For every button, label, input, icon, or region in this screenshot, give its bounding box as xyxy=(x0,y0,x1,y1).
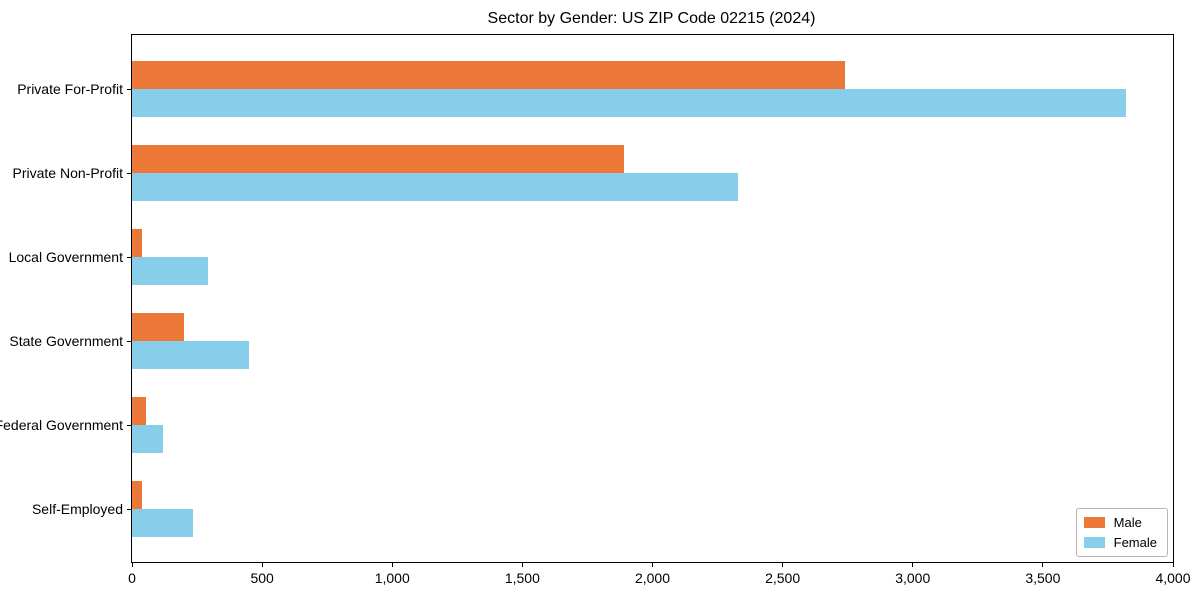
x-tick-label: 1,000 xyxy=(374,570,410,586)
x-tick-label: 3,000 xyxy=(895,570,931,586)
legend-item-male: Male xyxy=(1083,515,1157,530)
y-axis-tick xyxy=(127,88,132,90)
x-tick-label: 2,000 xyxy=(634,570,671,586)
bar-male-private-for-profit xyxy=(132,61,846,89)
x-axis-tick xyxy=(391,563,393,567)
y-tick-label: Local Government xyxy=(8,249,123,265)
legend-items: Male Female xyxy=(1083,515,1157,550)
x-axis-tick xyxy=(1172,563,1174,567)
x-axis-tick xyxy=(521,563,523,567)
y-tick-label: Federal Government xyxy=(0,417,123,433)
y-axis-tick xyxy=(127,508,132,510)
y-axis-tick xyxy=(127,340,132,342)
bar-male-self-employed xyxy=(132,481,143,509)
y-axis-tick xyxy=(127,256,132,258)
x-axis-tick xyxy=(912,563,914,567)
legend-swatch-female xyxy=(1083,537,1105,548)
x-axis-tick xyxy=(261,563,263,567)
y-axis-tick xyxy=(127,172,132,174)
y-tick-label: Private For-Profit xyxy=(17,81,123,97)
y-tick-label: State Government xyxy=(9,333,123,349)
bar-female-local-government xyxy=(132,257,208,285)
legend: Male Female xyxy=(1075,508,1168,557)
x-tick-label: 500 xyxy=(250,570,274,586)
legend-label: Female xyxy=(1113,535,1157,550)
bar-female-private-for-profit xyxy=(132,89,1127,117)
x-tick-label: 3,500 xyxy=(1025,570,1061,586)
bar-female-state-government xyxy=(132,341,250,369)
x-axis-tick xyxy=(782,563,784,567)
legend-item-female: Female xyxy=(1083,535,1157,550)
x-axis-tick xyxy=(652,563,653,567)
bar-male-private-non-profit xyxy=(132,145,624,173)
bar-female-self-employed xyxy=(132,509,194,537)
y-tick-label: Self-Employed xyxy=(31,501,123,517)
x-tick-label: 4,000 xyxy=(1155,570,1191,586)
chart-title: Sector by Gender: US ZIP Code 02215 (202… xyxy=(487,10,816,27)
x-tick-label: 0 xyxy=(128,570,136,586)
x-tick-label: 1,500 xyxy=(504,570,540,586)
x-axis-tick xyxy=(131,563,133,567)
bar-male-local-government xyxy=(132,229,143,257)
y-tick-label: Private Non-Profit xyxy=(12,165,123,181)
bar-male-state-government xyxy=(132,313,184,341)
legend-swatch-male xyxy=(1083,517,1105,528)
bar-female-federal-government xyxy=(132,425,164,453)
legend-label: Male xyxy=(1113,515,1142,530)
plot-area: Male Female Private For-Profit Private Non… xyxy=(0,34,1191,586)
x-tick-label: 2,500 xyxy=(765,570,801,586)
bar-male-federal-government xyxy=(132,397,147,425)
bar-female-private-non-profit xyxy=(132,173,739,201)
y-axis-tick xyxy=(127,424,132,426)
x-axis-tick xyxy=(1042,563,1044,567)
